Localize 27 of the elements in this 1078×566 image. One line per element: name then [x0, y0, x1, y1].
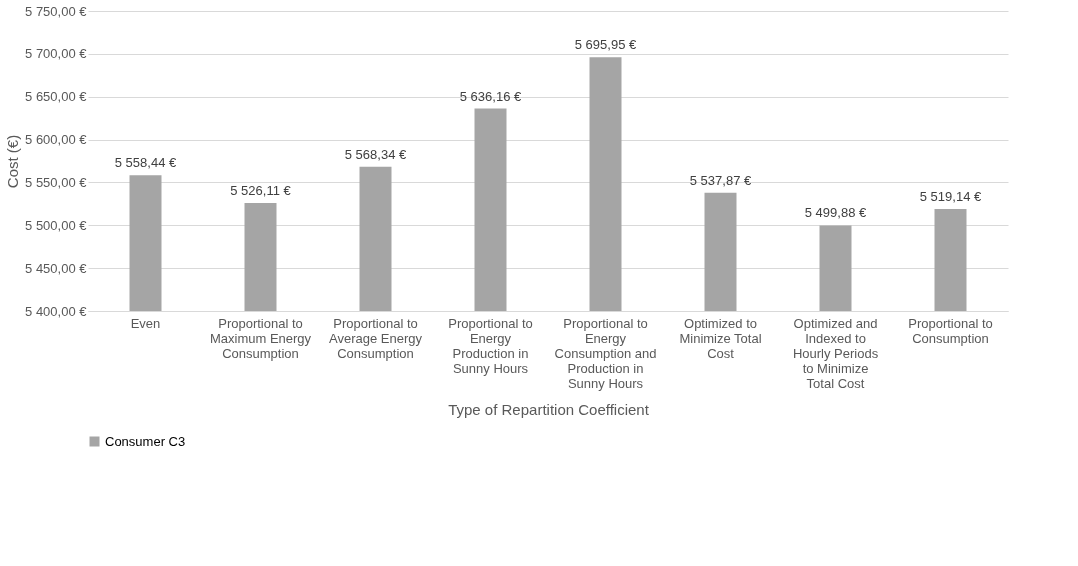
- data-label: 5 519,14 €: [919, 188, 982, 204]
- data-label: 5 695,95 €: [574, 37, 637, 53]
- x-tick-label: Optimized and Indexed to Hourly Periods to Minimize Total Cost: [792, 315, 879, 391]
- x-tick-label: Proportional to Average Energy Consumption: [329, 315, 423, 361]
- y-tick-label: 5 750,00 €: [25, 3, 88, 19]
- y-axis-title: Cost (€): [4, 134, 22, 189]
- x-tick-label: Even: [130, 315, 161, 331]
- data-label: 5 537,87 €: [689, 172, 752, 188]
- data-label: 5 499,88 €: [804, 205, 867, 221]
- y-tick-label: 5 700,00 €: [25, 46, 88, 62]
- x-tick-label: Optimized to Minimize Total Cost: [679, 315, 762, 361]
- x-tick-label: Proportional to Energy Production in Sunny Hours: [448, 315, 533, 376]
- data-label: 5 558,44 €: [114, 155, 177, 171]
- y-tick-label: 5 600,00 €: [25, 132, 88, 148]
- y-tick-label: 5 400,00 €: [25, 303, 88, 319]
- y-tick-label: 5 450,00 €: [25, 260, 88, 276]
- y-tick-label: 5 650,00 €: [25, 89, 88, 105]
- x-axis-title: Type of Repartition Coefficient: [448, 400, 650, 418]
- y-tick-label: 5 500,00 €: [25, 217, 88, 233]
- x-tick-label: Proportional to Consumption: [908, 315, 993, 346]
- legend-label: Consumer C3: [105, 433, 186, 449]
- data-label: 5 526,11 €: [230, 182, 292, 198]
- data-label: 5 636,16 €: [459, 88, 522, 104]
- y-tick-label: 5 550,00 €: [25, 174, 88, 190]
- x-tick-label: Proportional to Energy Consumption and Production in Sunny Hours: [554, 315, 657, 391]
- x-tick-label: Proportional to Maximum Energy Consumption: [209, 315, 312, 361]
- data-label: 5 568,34 €: [344, 146, 407, 162]
